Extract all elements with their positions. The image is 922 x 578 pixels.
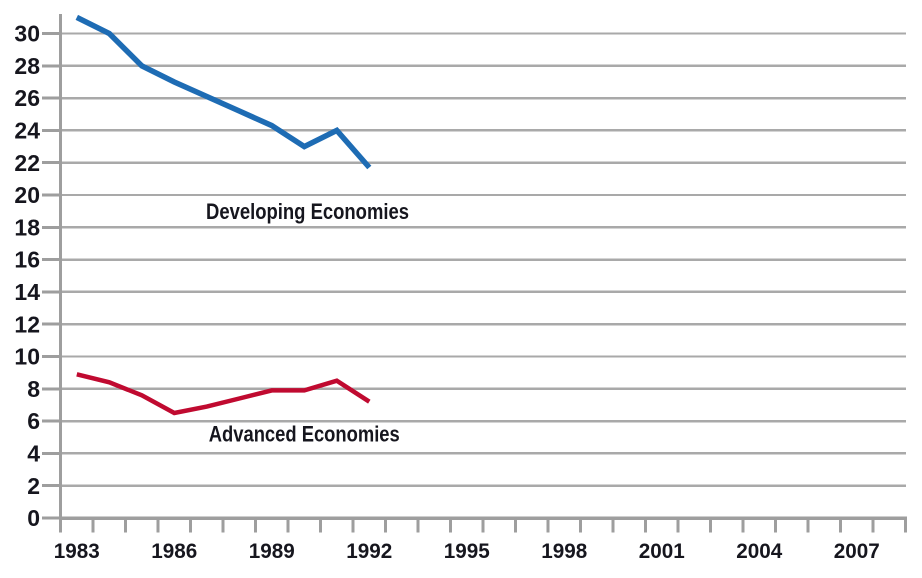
y-axis-label: 26 [14,85,40,111]
y-axis-label: 30 [14,21,40,47]
x-axis-label: 1983 [54,540,100,563]
y-axis-label: 18 [14,214,40,240]
gridlines [60,32,906,487]
y-axis-label: 16 [14,247,40,273]
y-axis-label: 0 [27,505,40,531]
y-axis-label: 20 [14,182,40,208]
y-axis-label: 28 [14,53,40,79]
developing-economies-label: Developing Economies [206,199,409,224]
x-axis-label: 2007 [834,540,880,563]
y-axis-label: 24 [14,117,40,143]
x-axis-label: 2004 [736,540,782,563]
axes [42,14,907,533]
y-axis-label: 6 [27,408,40,434]
developing-economies-line [75,14,372,170]
y-axis-label: 22 [14,150,40,176]
x-axis-label: 1992 [346,540,392,563]
advanced-economies-line [76,372,371,416]
x-axis-label: 1995 [444,540,490,563]
x-axis-label: 2001 [639,540,685,563]
advanced-economies-label: Advanced Economies [209,422,400,447]
y-axis-label: 4 [27,440,40,466]
y-axis-label: 10 [14,344,40,370]
x-axis-label: 1986 [151,540,197,563]
x-axis-label: 1998 [541,540,587,563]
y-axis-label: 12 [14,311,40,337]
x-axis-label: 1989 [249,540,295,563]
y-axis-label: 8 [27,376,40,402]
y-axis-label: 2 [27,473,40,499]
y-axis-label: 14 [14,279,40,305]
